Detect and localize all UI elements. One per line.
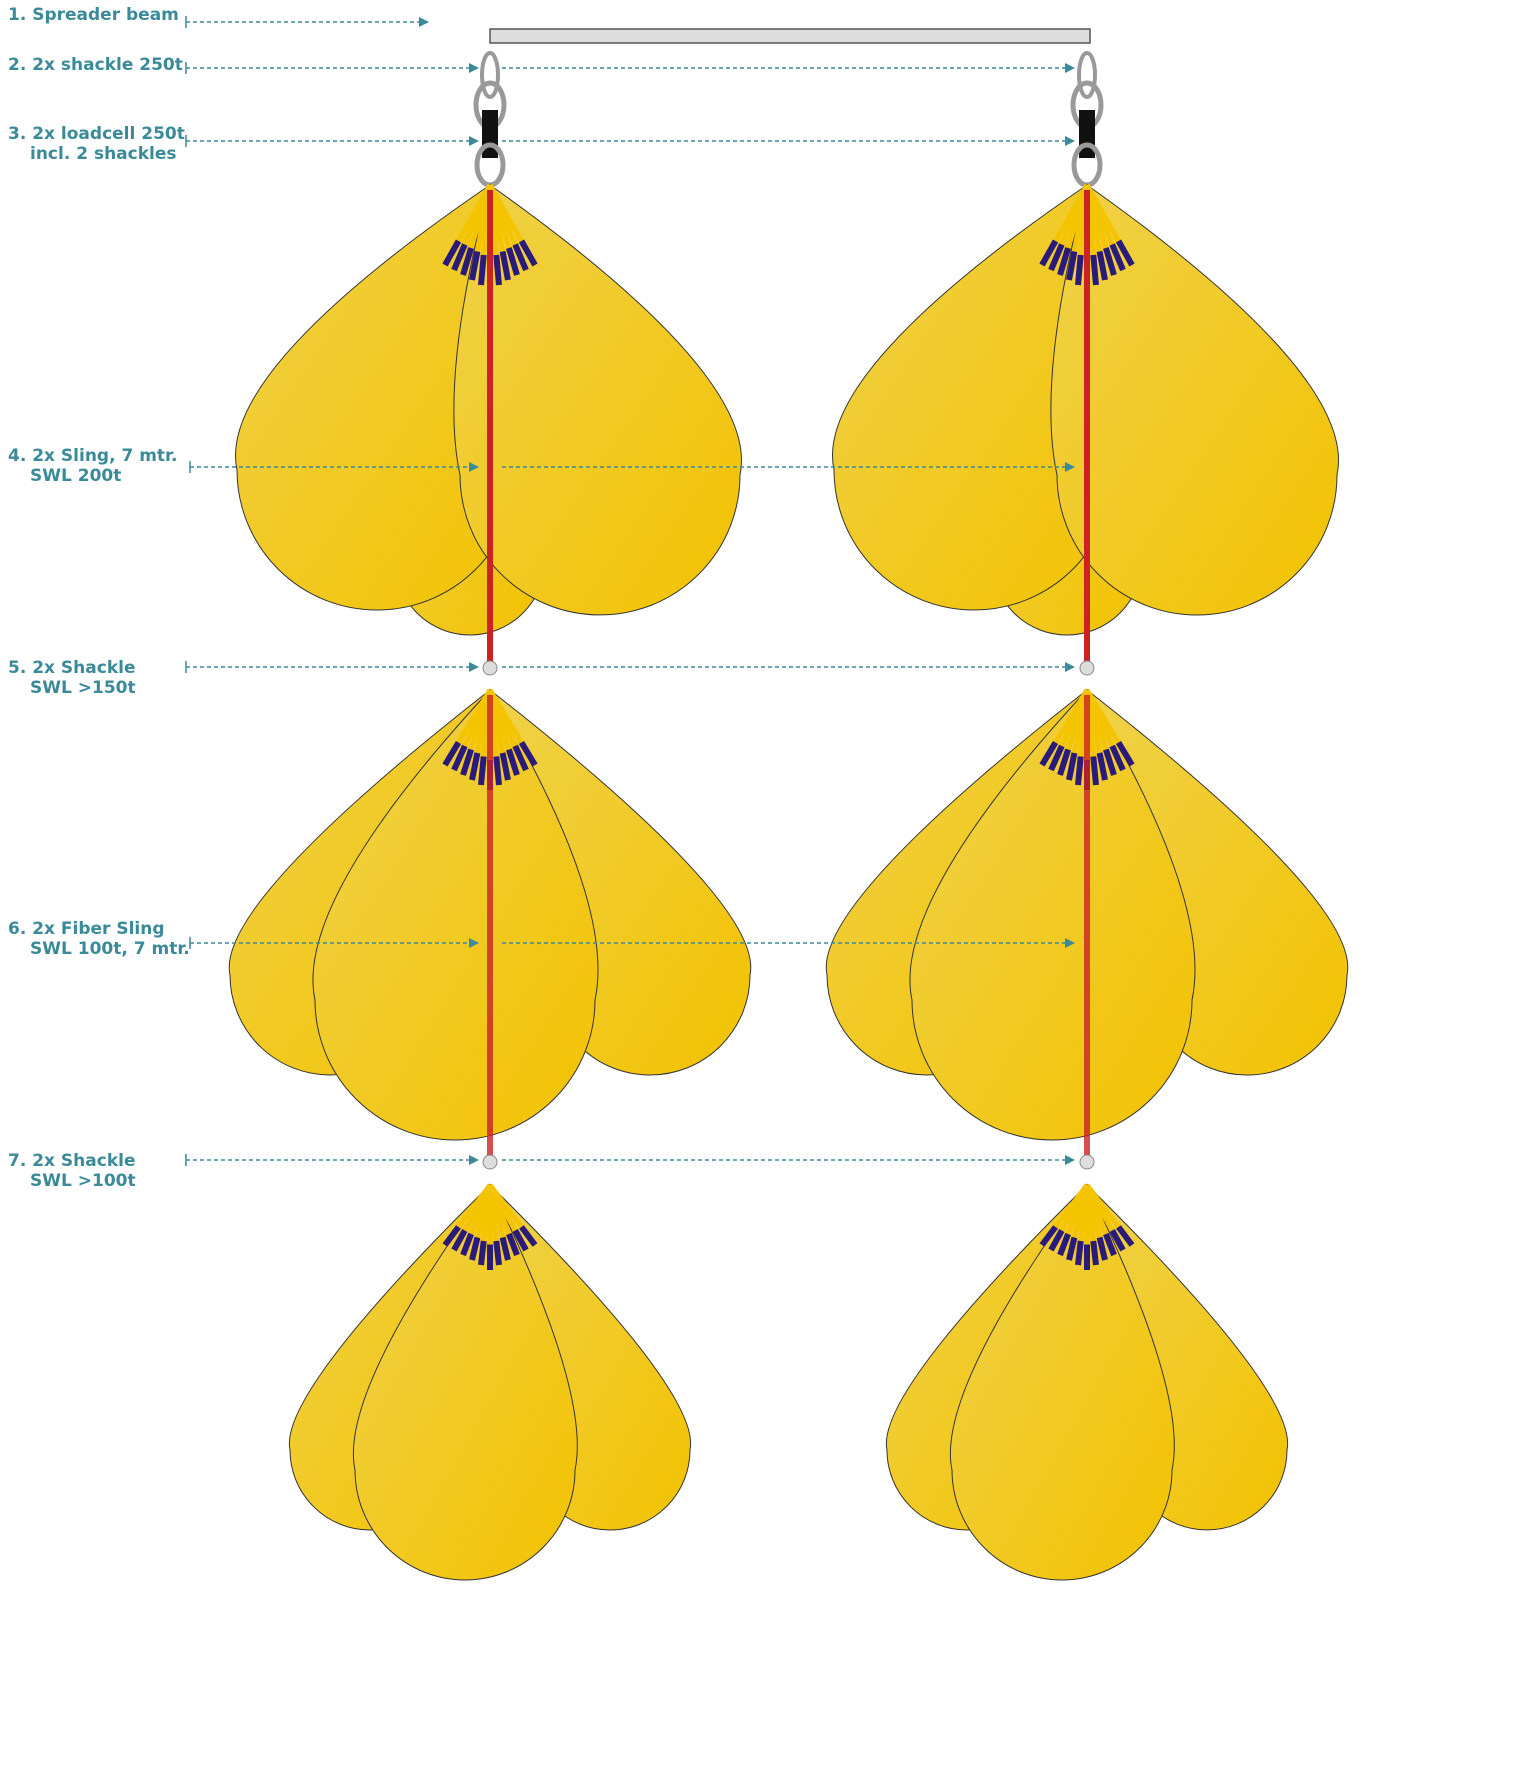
shackle	[483, 661, 497, 675]
label: SWL >100t	[30, 1171, 136, 1191]
shackle	[1080, 661, 1094, 675]
strap-band	[1078, 255, 1081, 285]
loadcell	[1079, 110, 1095, 158]
label: SWL 200t	[30, 466, 121, 486]
shackle	[483, 1155, 497, 1169]
strap-band	[1093, 1241, 1096, 1265]
labels: 1. Spreader beam 2. 2x shackle 250t 3. 2x …	[8, 5, 190, 1191]
label: 2. 2x shackle 250t	[8, 55, 183, 75]
label: 7. 2x Shackle	[8, 1151, 135, 1171]
strap-band	[481, 255, 484, 285]
shackle	[1079, 53, 1095, 97]
strap-band	[1093, 757, 1096, 786]
label: SWL >150t	[30, 678, 136, 698]
label: SWL 100t, 7 mtr.	[30, 939, 190, 959]
strap-band	[496, 255, 499, 285]
strap-band	[496, 1241, 499, 1265]
rigging-diagram: 1. Spreader beam 2. 2x shackle 250t 3. 2x …	[0, 0, 1527, 1773]
strap-band	[1078, 1241, 1081, 1265]
label: 4. 2x Sling, 7 mtr.	[8, 446, 177, 466]
strap-band	[481, 1241, 484, 1265]
label: 3. 2x loadcell 250t	[8, 124, 185, 144]
strap-band	[1093, 255, 1096, 285]
strap-band	[1078, 757, 1081, 786]
bags	[229, 53, 1348, 1580]
strap-band	[481, 757, 484, 786]
label: 5. 2x Shackle	[8, 658, 135, 678]
loadcell	[482, 110, 498, 158]
spreader-beam	[490, 29, 1090, 43]
label: incl. 2 shackles	[30, 144, 177, 164]
label: 6. 2x Fiber Sling	[8, 919, 165, 939]
strap-band	[496, 757, 499, 786]
shackle	[1080, 1155, 1094, 1169]
shackle	[482, 53, 498, 97]
label: 1. Spreader beam	[8, 5, 179, 25]
